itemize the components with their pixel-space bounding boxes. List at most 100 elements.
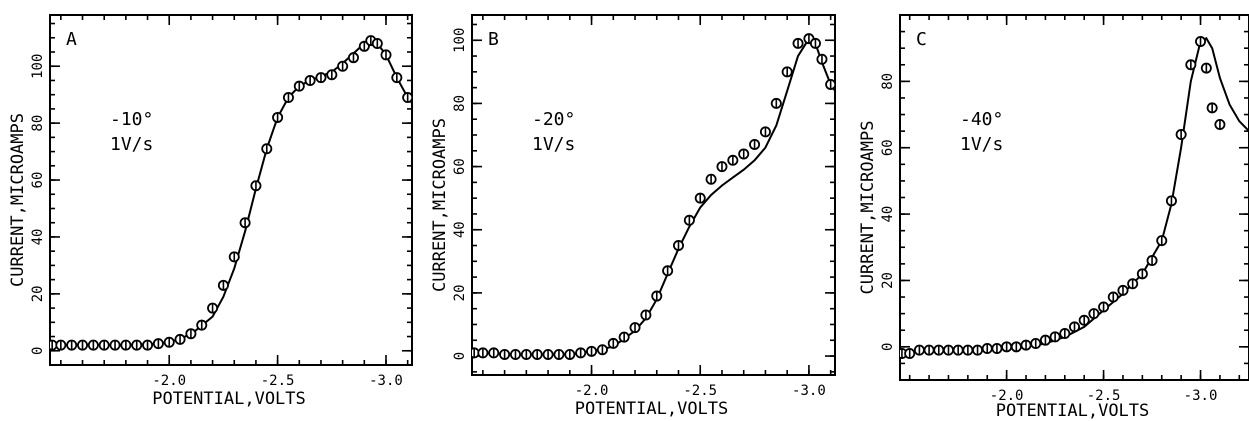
data-point — [1127, 278, 1139, 290]
data-point — [1030, 337, 1042, 349]
data-point — [1001, 341, 1013, 353]
chart-panel-c: -2.0 -2.5 -3.0 0 20 40 60 80 POTENTIAL,VOLTS CURR… — [858, 14, 1249, 421]
data-point — [250, 180, 262, 192]
data-point — [326, 69, 338, 81]
data-point — [952, 344, 964, 356]
data-point — [825, 78, 835, 90]
data-point — [1146, 255, 1158, 267]
data-point — [553, 348, 565, 360]
data-point — [1136, 268, 1148, 280]
chart-panel-b: -2.0 -2.5 -3.0 0 20 40 60 80 100 POTENTIAL,VOLTS C… — [430, 14, 836, 419]
x-tick-label: -3.0 — [792, 383, 826, 399]
data-point — [781, 66, 793, 78]
data-point — [683, 214, 695, 226]
data-point — [50, 339, 58, 351]
data-point — [315, 72, 327, 84]
data-point — [1117, 284, 1129, 296]
data-point — [694, 192, 706, 204]
data-point — [217, 279, 229, 291]
x-tick-label: -3.0 — [369, 373, 403, 389]
data-point — [618, 331, 630, 343]
data-point — [55, 339, 67, 351]
data-point — [152, 338, 164, 350]
data-point — [662, 265, 674, 277]
data-point — [499, 348, 511, 360]
x-tick-label: -2.0 — [575, 383, 609, 399]
data-point — [391, 72, 403, 84]
data-point — [531, 348, 543, 360]
data-point — [575, 347, 587, 359]
data-point — [962, 344, 974, 356]
data-point — [520, 348, 532, 360]
data-point — [672, 240, 684, 252]
data-point — [142, 339, 154, 351]
data-point — [542, 348, 554, 360]
data-point — [629, 322, 641, 334]
data-point — [913, 344, 925, 356]
annotation-temperature: -40° — [960, 109, 1003, 130]
x-tick-label: -2.5 — [1087, 388, 1121, 404]
panel-label: A — [66, 29, 77, 50]
data-point — [1039, 334, 1051, 346]
y-tick-label: 40 — [30, 229, 46, 246]
y-tick-label: 20 — [30, 285, 46, 302]
data-point — [1206, 102, 1218, 114]
data-point — [347, 52, 359, 64]
data-point — [402, 92, 412, 104]
y-tick-label: 0 — [452, 352, 468, 360]
annotation-temperature: -10° — [110, 109, 153, 130]
data-point — [991, 342, 1003, 354]
series-line — [472, 37, 835, 356]
data-point — [87, 339, 99, 351]
y-tick-label: 0 — [880, 343, 896, 351]
data-point — [1165, 195, 1177, 207]
data-point — [640, 309, 652, 321]
y-tick-label: 60 — [880, 139, 896, 156]
annotation-scan-rate: 1V/s — [110, 134, 153, 155]
data-point — [770, 97, 782, 109]
data-point — [923, 344, 935, 356]
data-point — [816, 53, 828, 65]
data-point — [904, 347, 916, 359]
annotation-scan-rate: 1V/s — [960, 134, 1003, 155]
data-point — [239, 217, 251, 229]
data-point — [196, 319, 208, 331]
series-line — [50, 39, 412, 347]
panel-label: C — [916, 29, 927, 50]
data-point — [131, 339, 143, 351]
plot-data — [50, 35, 412, 351]
data-point — [586, 345, 598, 357]
y-tick-label: 100 — [30, 54, 46, 79]
data-point — [1156, 235, 1168, 247]
series-line — [900, 36, 1249, 355]
data-point — [174, 333, 186, 345]
data-point — [1010, 341, 1022, 353]
data-point — [293, 80, 305, 92]
y-tick-label: 60 — [30, 172, 46, 189]
data-point — [564, 348, 576, 360]
x-tick-label: -2.0 — [152, 373, 186, 389]
plot-data — [900, 36, 1249, 359]
data-point — [716, 161, 728, 173]
annotation-temperature: -20° — [532, 109, 575, 130]
y-tick-label: 80 — [30, 115, 46, 132]
data-point — [477, 347, 489, 359]
data-point — [1214, 119, 1226, 131]
plot-data — [472, 33, 835, 360]
data-point — [809, 37, 821, 49]
x-axis-title: POTENTIAL,VOLTS — [152, 389, 306, 409]
data-point — [472, 347, 480, 359]
plot-frame — [471, 14, 836, 376]
data-point — [981, 342, 993, 354]
data-point — [1107, 291, 1119, 303]
data-point — [1185, 59, 1197, 71]
data-point — [596, 344, 608, 356]
data-point — [1069, 321, 1081, 333]
annotation-scan-rate: 1V/s — [532, 134, 575, 155]
x-tick-label: -2.5 — [261, 373, 295, 389]
data-point — [1078, 314, 1090, 326]
data-point — [942, 344, 954, 356]
data-point — [207, 302, 219, 314]
data-point — [651, 290, 663, 302]
